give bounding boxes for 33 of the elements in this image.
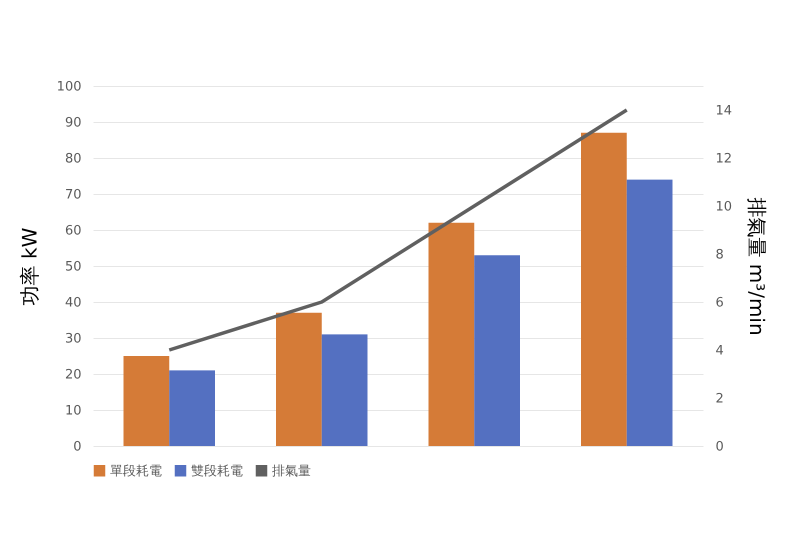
bar	[581, 132, 627, 446]
y2-tick-label: 10	[716, 200, 732, 214]
y-tick-label: 100	[56, 80, 82, 94]
bar	[322, 334, 368, 446]
y-tick-label: 40	[64, 296, 82, 310]
y-tick-label: 80	[64, 152, 82, 166]
y-tick-label: 70	[64, 188, 82, 202]
y2-tick-label: 8	[716, 248, 724, 262]
y2-tick-label: 2	[716, 392, 724, 406]
bar	[169, 370, 215, 446]
bar	[626, 180, 672, 446]
bar	[474, 255, 520, 446]
y2-axis-title: 排氣量 m³/min	[745, 197, 770, 336]
y-tick-label: 50	[64, 260, 82, 274]
y2-tick-label: 0	[716, 440, 724, 454]
y2-tick-label: 14	[716, 104, 732, 118]
y2-tick-label: 12	[716, 152, 732, 166]
y-tick-label: 0	[73, 440, 82, 454]
y-tick-label: 10	[64, 404, 82, 418]
legend-label: 排氣量	[272, 464, 311, 479]
legend-label: 雙段耗電	[191, 464, 243, 479]
y-tick-label: 90	[64, 116, 82, 130]
y-tick-label: 60	[64, 224, 82, 238]
y-tick-label: 20	[64, 368, 82, 382]
y-tick-label: 30	[64, 332, 82, 346]
y-axis-title: 功率 kW	[18, 227, 42, 306]
bar	[124, 356, 170, 446]
y2-tick-label: 6	[716, 296, 724, 310]
bar	[428, 222, 474, 446]
line-series	[168, 108, 628, 352]
y2-tick-label: 4	[716, 344, 724, 358]
bar	[276, 312, 322, 446]
legend-label: 單段耗電	[110, 464, 162, 479]
